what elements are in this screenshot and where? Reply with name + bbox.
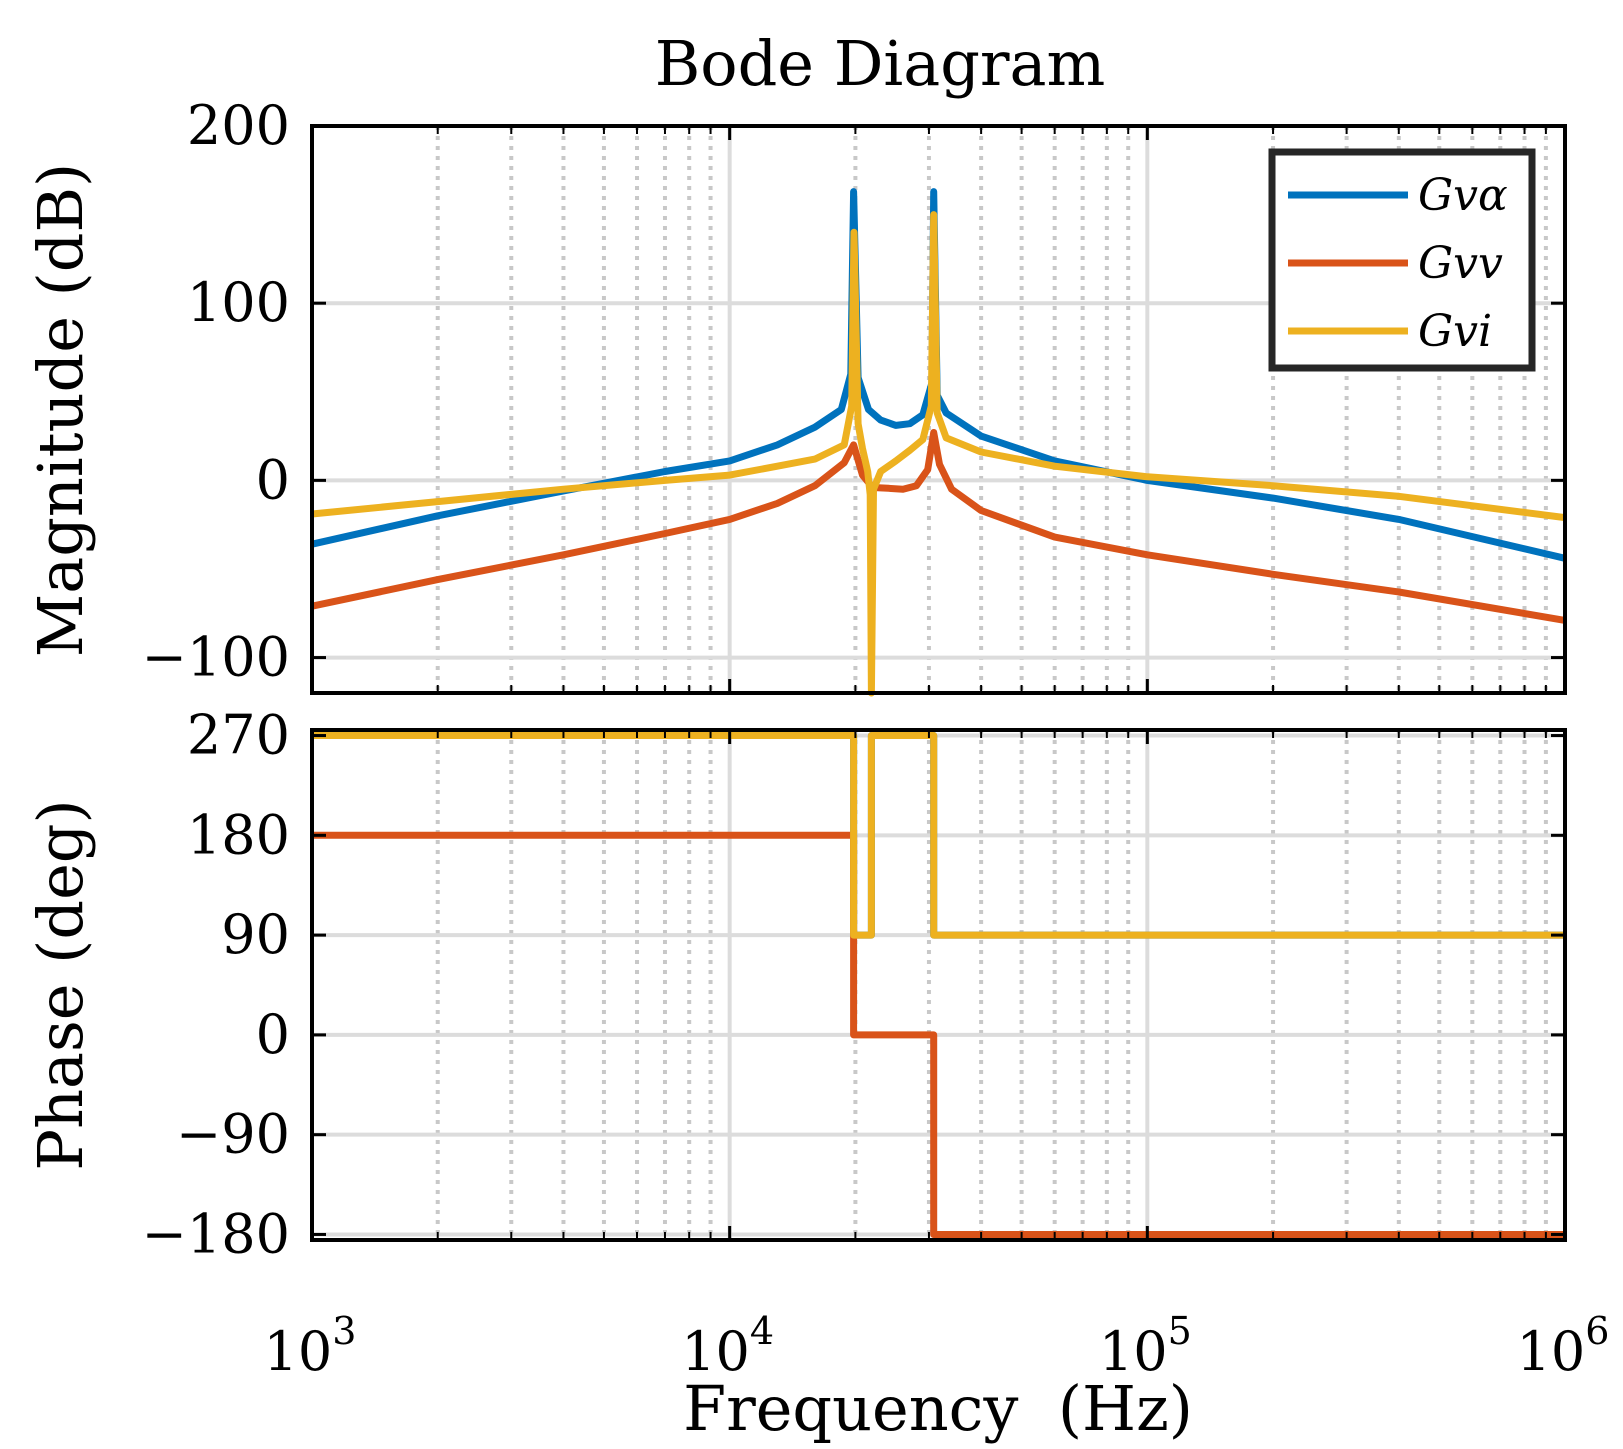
y-tick-label: 0 [256,1003,290,1066]
y-tick-label: 200 [187,94,290,157]
magnitude-y-axis-label: Magnitude (dB) [24,163,97,657]
phase-y-axis-label: Phase (deg) [24,799,97,1170]
y-tick-label: −180 [142,1202,290,1265]
mag-series-gvv [311,429,1566,624]
legend-label-gv: Gvα [1418,170,1508,221]
x-tick-label: 105 [1099,1309,1192,1383]
mag-series-gv [311,188,1566,562]
x-tick-labels: 103 104 105 106 [264,1309,1610,1383]
y-tick-label: 180 [187,803,290,866]
mag-series-gvi [311,211,1566,697]
phase-series [312,732,1565,1238]
y-tick-label: −100 [142,626,290,689]
y-tick-label: 90 [221,903,290,966]
y-tick-label: −90 [176,1103,290,1166]
legend-label-gvi: Gvi [1418,306,1492,357]
phase-plot: −180 −90 0 90 180 270 [142,704,1567,1266]
x-tick-label: 106 [1517,1309,1610,1383]
chart-title: Bode Diagram [655,27,1106,100]
ph-series-gvv [312,831,1565,1238]
x-axis-label: Frequency (Hz) [683,1372,1193,1445]
ph-series-gvi [312,732,1565,939]
magnitude-grid [312,126,1565,693]
x-tick-label: 103 [264,1309,357,1383]
magnitude-plot: −100 0 100 200 [142,94,1567,697]
magnitude-series [311,188,1566,697]
phase-axes-frame [310,728,1567,1242]
phase-ticks [312,730,1565,1240]
phase-grid [312,730,1565,1240]
y-tick-label: 100 [187,271,290,334]
magnitude-axes-frame [310,124,1567,695]
phase-y-tick-labels: −180 −90 0 90 180 270 [142,704,290,1266]
x-tick-label: 104 [681,1309,774,1383]
y-tick-label: 270 [187,704,290,767]
magnitude-y-tick-labels: −100 0 100 200 [142,94,290,689]
y-tick-label: 0 [256,448,290,511]
legend-label-gvv: Gvv [1418,238,1503,289]
legend: Gvα Gvv Gvi [1268,148,1536,372]
